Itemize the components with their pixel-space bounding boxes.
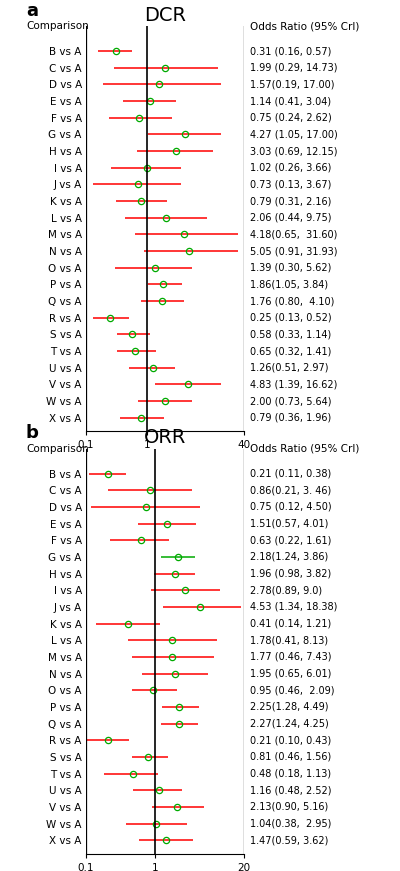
Text: 0.21 (0.10, 0.43): 0.21 (0.10, 0.43) — [250, 735, 332, 746]
Text: 1.47(0.59, 3.62): 1.47(0.59, 3.62) — [250, 835, 329, 845]
Text: 2.06 (0.44, 9.75): 2.06 (0.44, 9.75) — [250, 213, 332, 223]
Text: 0.75 (0.24, 2.62): 0.75 (0.24, 2.62) — [250, 113, 332, 123]
Text: 1.86(1.05, 3.84): 1.86(1.05, 3.84) — [250, 280, 328, 289]
Text: 1.51(0.57, 4.01): 1.51(0.57, 4.01) — [250, 518, 329, 529]
Text: 0.79 (0.31, 2.16): 0.79 (0.31, 2.16) — [250, 196, 332, 206]
Text: 0.75 (0.12, 4.50): 0.75 (0.12, 4.50) — [250, 502, 332, 512]
Text: Comparison: Comparison — [26, 443, 89, 454]
Text: 1.04(0.38,  2.95): 1.04(0.38, 2.95) — [250, 819, 332, 828]
Text: Odds Ratio (95% CrI): Odds Ratio (95% CrI) — [250, 443, 360, 454]
Text: b: b — [26, 424, 39, 442]
Text: Comparison: Comparison — [26, 21, 89, 31]
Text: 1.96 (0.98, 3.82): 1.96 (0.98, 3.82) — [250, 569, 332, 578]
Text: 1.02 (0.26, 3.66): 1.02 (0.26, 3.66) — [250, 163, 332, 172]
Text: 0.41 (0.14, 1.21): 0.41 (0.14, 1.21) — [250, 618, 332, 629]
Text: 1.99 (0.29, 14.73): 1.99 (0.29, 14.73) — [250, 63, 338, 73]
Text: a: a — [26, 2, 38, 20]
Text: 4.83 (1.39, 16.62): 4.83 (1.39, 16.62) — [250, 380, 338, 389]
Text: 1.26(0.51, 2.97): 1.26(0.51, 2.97) — [250, 363, 329, 373]
Text: 0.21 (0.11, 0.38): 0.21 (0.11, 0.38) — [250, 469, 332, 478]
Text: 0.73 (0.13, 3.67): 0.73 (0.13, 3.67) — [250, 179, 332, 190]
Text: 0.25 (0.13, 0.52): 0.25 (0.13, 0.52) — [250, 313, 332, 323]
Text: 0.58 (0.33, 1.14): 0.58 (0.33, 1.14) — [250, 329, 332, 340]
Text: 0.65 (0.32, 1.41): 0.65 (0.32, 1.41) — [250, 346, 332, 356]
Text: 0.48 (0.18, 1.13): 0.48 (0.18, 1.13) — [250, 768, 332, 779]
Text: 1.14 (0.41, 3.04): 1.14 (0.41, 3.04) — [250, 96, 332, 106]
Title: DCR: DCR — [144, 5, 186, 24]
Text: 1.16 (0.48, 2.52): 1.16 (0.48, 2.52) — [250, 786, 332, 795]
Text: 1.78(0.41, 8.13): 1.78(0.41, 8.13) — [250, 635, 328, 645]
Text: Odds Ratio (95% CrI): Odds Ratio (95% CrI) — [250, 21, 360, 31]
Text: 5.05 (0.91, 31.93): 5.05 (0.91, 31.93) — [250, 246, 338, 256]
Text: 1.57(0.19, 17.00): 1.57(0.19, 17.00) — [250, 79, 335, 90]
Text: 0.95 (0.46,  2.09): 0.95 (0.46, 2.09) — [250, 685, 335, 695]
Text: 1.77 (0.46, 7.43): 1.77 (0.46, 7.43) — [250, 652, 332, 662]
Text: 0.86(0.21, 3. 46): 0.86(0.21, 3. 46) — [250, 485, 332, 496]
Text: 2.18(1.24, 3.86): 2.18(1.24, 3.86) — [250, 552, 328, 562]
Text: 0.79 (0.36, 1.96): 0.79 (0.36, 1.96) — [250, 413, 332, 422]
Text: 4.53 (1.34, 18.38): 4.53 (1.34, 18.38) — [250, 602, 338, 612]
Text: 2.00 (0.73, 5.64): 2.00 (0.73, 5.64) — [250, 396, 332, 406]
Text: 4.18(0.65,  31.60): 4.18(0.65, 31.60) — [250, 229, 338, 240]
Text: 2.78(0.89, 9.0): 2.78(0.89, 9.0) — [250, 585, 322, 595]
Text: 0.81 (0.46, 1.56): 0.81 (0.46, 1.56) — [250, 752, 332, 762]
Text: 0.63 (0.22, 1.61): 0.63 (0.22, 1.61) — [250, 536, 332, 545]
Text: 1.39 (0.30, 5.62): 1.39 (0.30, 5.62) — [250, 263, 332, 273]
Text: 0.31 (0.16, 0.57): 0.31 (0.16, 0.57) — [250, 46, 332, 56]
Text: 1.95 (0.65, 6.01): 1.95 (0.65, 6.01) — [250, 669, 332, 679]
Text: 4.27 (1.05, 17.00): 4.27 (1.05, 17.00) — [250, 130, 338, 139]
Text: 2.27(1.24, 4.25): 2.27(1.24, 4.25) — [250, 719, 329, 728]
Text: 2.13(0.90, 5.16): 2.13(0.90, 5.16) — [250, 802, 328, 812]
Text: 1.76 (0.80,  4.10): 1.76 (0.80, 4.10) — [250, 296, 335, 306]
Text: 3.03 (0.69, 12.15): 3.03 (0.69, 12.15) — [250, 146, 338, 156]
Text: 2.25(1.28, 4.49): 2.25(1.28, 4.49) — [250, 702, 329, 712]
Title: ORR: ORR — [144, 428, 186, 447]
